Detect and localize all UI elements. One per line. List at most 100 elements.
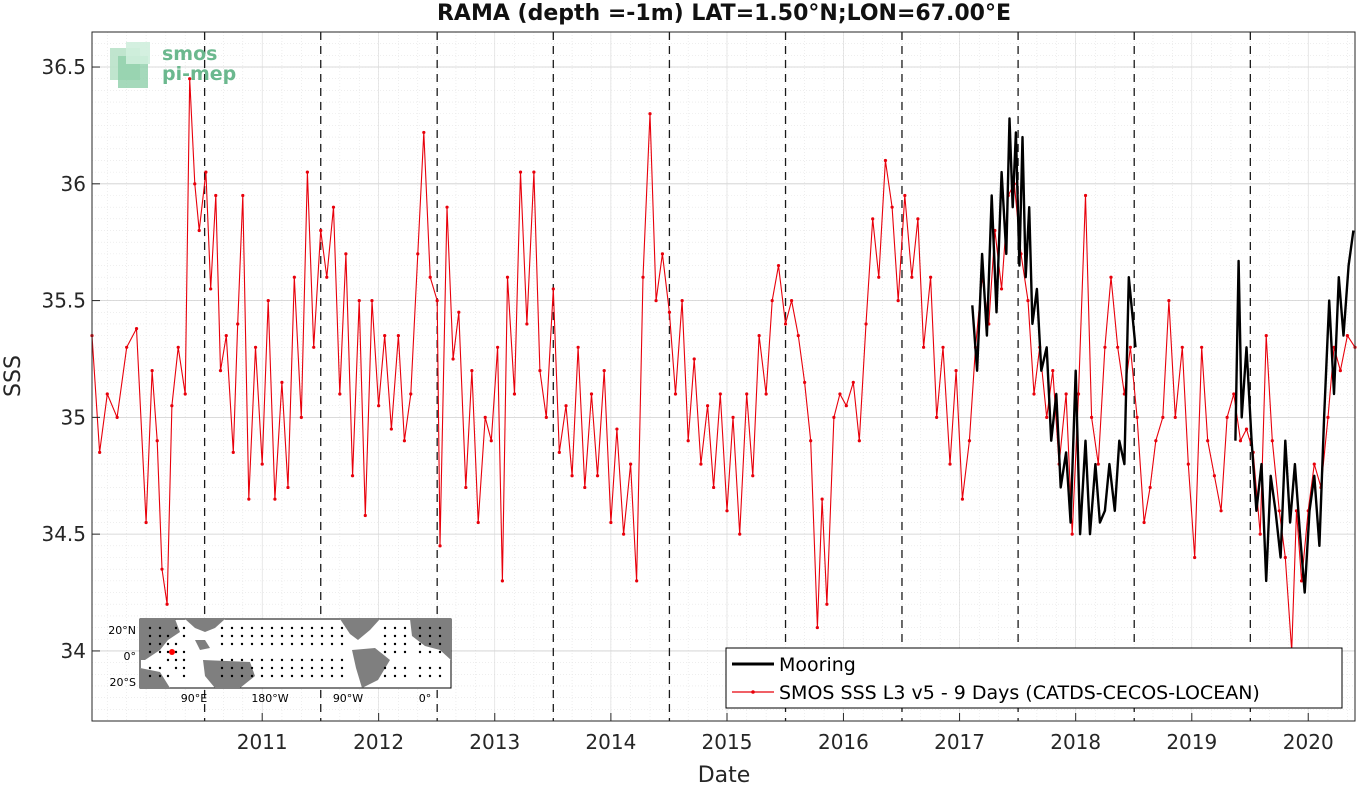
smos-point [98,450,102,455]
smos-point [197,228,201,233]
legend-box [725,647,1343,709]
legend: Mooring SMOS SSS L3 v5 - 9 Days (CATDS-C… [725,647,1343,709]
inset-mooring-dot [438,626,442,630]
x-tick-label: 2016 [818,730,869,754]
inset-mooring-dot [330,642,334,646]
inset-mooring-dot [290,658,294,662]
inset-mooring-dot [230,626,234,630]
inset-mooring-dot [270,666,274,670]
inset-mooring-dot [220,674,224,678]
inset-mooring-dot [403,650,407,654]
y-tick-label: 35.5 [41,289,86,313]
smos-point [489,439,493,443]
inset-mooring-dot [220,658,224,662]
smos-point [115,415,119,419]
smos-point [922,345,926,349]
smos-point [680,298,684,303]
smos-point [305,170,309,174]
smos-point [532,170,536,174]
smos-point [476,520,480,525]
smos-point [941,345,945,349]
smos-point [1103,345,1107,349]
smos-point [204,170,208,174]
smos-point [686,439,690,443]
inset-mooring-dot [310,626,314,630]
smos-point [292,275,296,279]
inset-mooring-dot [320,666,324,670]
inset-mooring-dot [320,634,324,638]
inset-mooring-dot [300,674,304,678]
inset-mooring-dot [250,666,254,670]
map-lat-label-0: 0° [124,650,137,663]
smos-point [1096,462,1100,466]
inset-mooring-dot [148,626,152,630]
map-lat-label-20n: 20°N [108,624,136,637]
smos-point [357,298,361,303]
inset-mooring-dot [383,674,387,678]
inset-map-frame [139,618,452,689]
inset-mooring-dot [418,634,422,638]
x-tick-label: 2018 [1050,730,1101,754]
smos-point [796,334,800,338]
inset-mooring-dot [393,626,397,630]
smos-point [692,357,696,361]
smos-point [241,193,245,198]
inset-mooring-dot [290,674,294,678]
smos-point [1148,485,1152,490]
inset-mooring-dot [340,674,344,678]
inset-mooring-dot [182,650,186,654]
inset-mooring-dot [166,642,170,646]
inset-mooring-dot [230,666,234,670]
inset-mooring-dot [280,666,284,670]
smos-point [916,217,920,221]
inset-mooring-dot [393,642,397,646]
smos-point [193,182,197,186]
smos-point [1032,392,1036,396]
smos-point [557,450,561,455]
smos-point [712,485,716,490]
smos-point [883,158,888,163]
smos-point [583,485,587,490]
x-tick-label: 2013 [469,730,520,754]
smos-point [218,369,223,373]
inset-mooring-dot [250,674,254,678]
y-tick-label: 34 [61,639,86,663]
inset-mooring-dot [182,634,186,638]
smos-point [1070,532,1074,536]
inset-mooring-dot [240,666,244,670]
smos-point [1083,193,1088,198]
inset-mooring-dot [158,650,162,654]
smos-point [1180,345,1184,349]
inset-mooring-dot [290,626,294,630]
smos-point [1109,275,1113,279]
smos-point [864,322,868,326]
smos-point [409,392,413,396]
smos-point [134,327,139,331]
inset-mooring-dot [250,626,254,630]
smos-point [890,205,894,209]
inset-mooring-dot [383,642,387,646]
smos-point [1212,474,1216,478]
inset-mooring-dot [403,674,407,678]
inset-mooring-dot [340,642,344,646]
smos-point [1326,415,1330,419]
smos-point [1312,462,1316,466]
series-smos [90,77,1357,653]
smos-point [273,497,277,501]
map-lon-label-0: 0° [419,692,432,705]
smos-point [483,415,487,419]
smos-point [825,602,829,606]
inset-mooring-dot [270,674,274,678]
smos-point [260,462,264,466]
inset-mooring-dot [393,634,397,638]
inset-mooring-dot [300,642,304,646]
smos-point [505,275,510,279]
smos-point [1173,415,1177,419]
smos-point [125,345,129,349]
smos-point [160,567,164,571]
smos-point [1264,334,1268,338]
inset-mooring-dot [174,626,178,630]
inset-map-site-marker [169,649,175,655]
inset-mooring-dot [240,674,244,678]
x-tick-label: 2020 [1283,730,1334,754]
